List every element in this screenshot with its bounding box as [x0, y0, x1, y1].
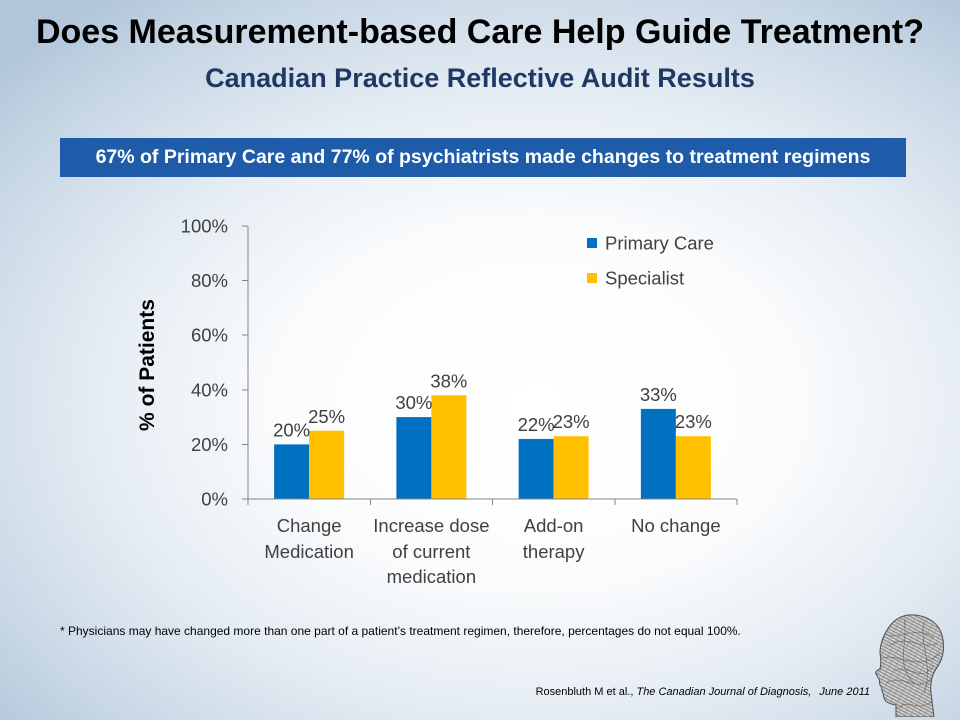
slide-subtitle: Canadian Practice Reflective Audit Resul… — [205, 63, 755, 93]
footnote: * Physicians may have changed more than … — [60, 624, 741, 638]
slide-title: Does Measurement-based Care Help Guide T… — [35, 13, 925, 51]
bar-primary-care — [396, 417, 432, 499]
summary-banner-text: 67% of Primary Care and 77% of psychiatr… — [95, 145, 871, 168]
category-label: No change — [631, 515, 721, 536]
legend-label: Primary Care — [605, 233, 714, 254]
legend-entry-specialist: Specialist — [587, 268, 684, 289]
data-label-primary-care: 22% — [518, 414, 555, 435]
chart-plot-area: 20% 30% 22% 33% 25% 38% 23% 23% 0% 20% 40% 60% 80% 10… — [181, 216, 738, 510]
category-label: Increase dose of current medication — [373, 515, 490, 587]
citation-date: June 2011 — [819, 686, 870, 698]
bar-primary-care — [518, 438, 554, 499]
citation-authors: Rosenbluth M et al., — [535, 686, 634, 698]
bar-chart: 20% 30% 22% 33% 25% 38% 23% 23% 0% 20% 40% 60% 80% 10… — [120, 205, 760, 605]
citation-journal: The Canadian Journal of Diagnosis, — [636, 686, 812, 698]
summary-banner: 67% of Primary Care and 77% of psychiatr… — [60, 138, 906, 177]
data-label-specialist: 23% — [553, 411, 590, 432]
y-tick-label: 40% — [191, 379, 228, 400]
legend-label: Specialist — [605, 268, 684, 289]
legend-swatch — [587, 273, 597, 283]
data-label-primary-care: 20% — [273, 419, 310, 440]
data-label-specialist: 25% — [308, 406, 345, 427]
legend-swatch — [587, 238, 597, 248]
bar-specialist — [553, 436, 589, 499]
y-tick-label: 0% — [201, 489, 228, 510]
y-tick-label: 100% — [181, 216, 228, 237]
y-axis: 0% 20% 40% 60% 80% 100% — [181, 216, 249, 510]
head-sketch-icon — [875, 614, 945, 717]
x-axis — [247, 498, 738, 505]
bar-specialist — [431, 395, 467, 499]
y-tick-label: 20% — [191, 434, 228, 455]
bars — [274, 395, 711, 499]
data-label-specialist: 23% — [675, 411, 712, 432]
legend-entry-primary-care: Primary Care — [587, 233, 714, 254]
y-tick-label: 60% — [191, 325, 228, 346]
bar-primary-care — [274, 444, 310, 499]
bar-primary-care — [640, 408, 676, 499]
data-label-primary-care: 33% — [640, 384, 677, 405]
data-label-specialist: 38% — [430, 370, 467, 391]
bar-specialist — [309, 430, 345, 499]
bar-specialist — [675, 436, 711, 499]
legend: Primary Care Specialist — [587, 233, 714, 289]
data-labels: 20% 30% 22% 33% 25% 38% 23% 23% — [273, 370, 712, 440]
y-tick-label: 80% — [191, 270, 228, 291]
data-label-primary-care: 30% — [395, 392, 432, 413]
category-label: Add-on therapy — [522, 515, 585, 562]
citation: Rosenbluth M et al., The Canadian Journa… — [536, 686, 870, 699]
category-label: Change Medication — [264, 515, 354, 562]
